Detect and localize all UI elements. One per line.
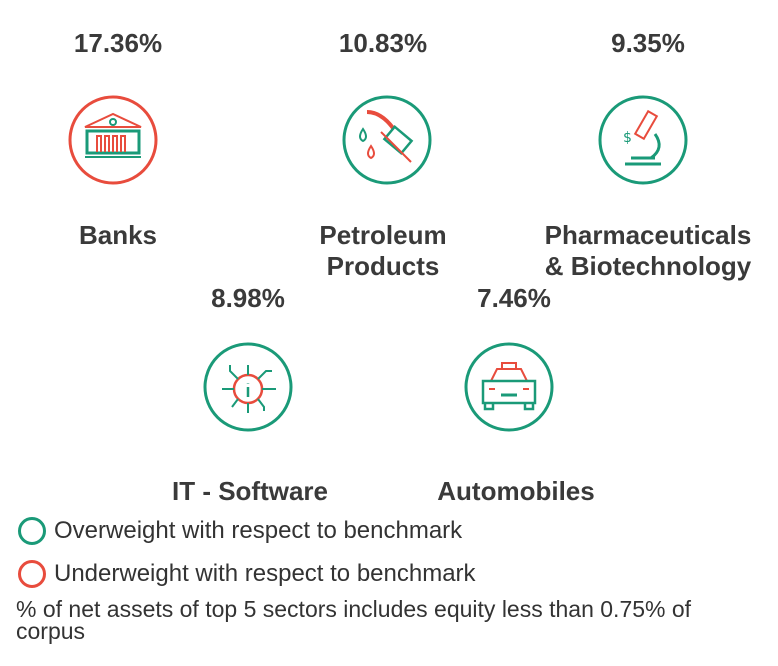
legend-underweight: Underweight with respect to benchmark <box>18 560 476 588</box>
legend-overweight-text: Overweight with respect to benchmark <box>54 517 463 544</box>
auto-label: Automobiles <box>437 476 595 506</box>
legend-underweight-text: Underweight with respect to benchmark <box>54 560 476 587</box>
pharma-label: Pharmaceuticals <box>544 220 752 250</box>
fuel-nozzle-icon <box>342 95 432 185</box>
svg-text:$: $ <box>623 130 632 146</box>
it-percent: 8.98% <box>211 283 285 313</box>
auto-percent: 7.46% <box>477 283 551 313</box>
green-circle-icon <box>18 517 46 545</box>
chip-icon <box>203 342 293 432</box>
petroleum-label: Petroleum <box>319 220 447 250</box>
it-label: IT - Software <box>171 476 328 506</box>
car-icon <box>464 342 554 432</box>
bank-icon <box>68 95 158 185</box>
petroleum-label-line2: Products <box>326 251 440 281</box>
pharma-label-line2: & Biotechnology <box>544 251 752 281</box>
legend-overweight: Overweight with respect to benchmark <box>18 517 462 545</box>
banks-percent: 17.36% <box>73 28 163 58</box>
pharma-percent: 9.35% <box>611 28 685 58</box>
banks-label: Banks <box>78 220 158 250</box>
footnote: % of net assets of top 5 sectors include… <box>16 596 692 644</box>
microscope-icon: $ <box>598 95 688 185</box>
petroleum-percent: 10.83% <box>338 28 428 58</box>
red-circle-icon <box>18 560 46 588</box>
